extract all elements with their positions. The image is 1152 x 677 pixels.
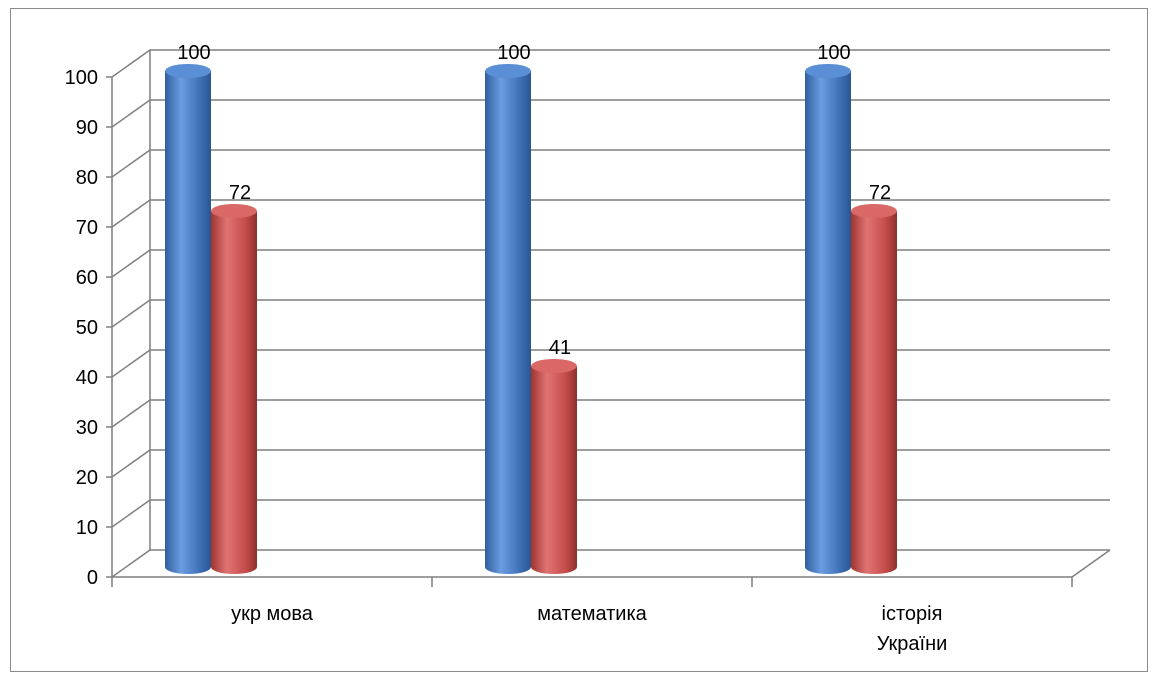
bar-top xyxy=(851,204,897,218)
data-label: 100 xyxy=(497,42,530,64)
grid-depth-line xyxy=(112,450,150,477)
y-tick-label: 70 xyxy=(76,217,98,239)
grid-depth-line xyxy=(112,350,150,377)
y-tick-label: 30 xyxy=(76,417,98,439)
grid-depth-line xyxy=(112,200,150,227)
grid-depth-line xyxy=(112,550,150,577)
bar-top xyxy=(805,64,851,78)
grid-depth-line xyxy=(112,300,150,327)
x-category-label: України xyxy=(877,633,948,655)
grid-depth-line xyxy=(112,150,150,177)
x-category-label: укр мова xyxy=(231,603,314,625)
grid-depth-line xyxy=(112,500,150,527)
data-label: 72 xyxy=(229,182,251,204)
y-tick-label: 60 xyxy=(76,267,98,289)
grid-depth-line xyxy=(112,100,150,127)
grid-depth-line xyxy=(112,50,150,77)
grid-depth-line xyxy=(112,400,150,427)
bar-top xyxy=(165,64,211,78)
bar xyxy=(211,211,257,574)
y-tick-label: 20 xyxy=(76,467,98,489)
floor-right-edge xyxy=(1072,550,1110,577)
bar xyxy=(805,71,851,574)
data-label: 41 xyxy=(549,337,571,359)
bar-top xyxy=(211,204,257,218)
bar-top xyxy=(485,64,531,78)
y-tick-label: 100 xyxy=(65,67,98,89)
bar-top xyxy=(531,359,577,373)
grid-depth-line xyxy=(112,250,150,277)
x-category-label: математика xyxy=(537,603,647,625)
y-tick-label: 80 xyxy=(76,167,98,189)
y-tick-label: 0 xyxy=(87,567,98,589)
data-label: 100 xyxy=(177,42,210,64)
data-label: 72 xyxy=(869,182,891,204)
x-category-label: історія xyxy=(882,603,943,625)
y-tick-label: 10 xyxy=(76,517,98,539)
bar xyxy=(531,366,577,574)
bar xyxy=(851,211,897,574)
y-tick-label: 40 xyxy=(76,367,98,389)
y-tick-label: 90 xyxy=(76,117,98,139)
bar xyxy=(165,71,211,574)
bar xyxy=(485,71,531,574)
y-tick-label: 50 xyxy=(76,317,98,339)
data-label: 100 xyxy=(817,42,850,64)
